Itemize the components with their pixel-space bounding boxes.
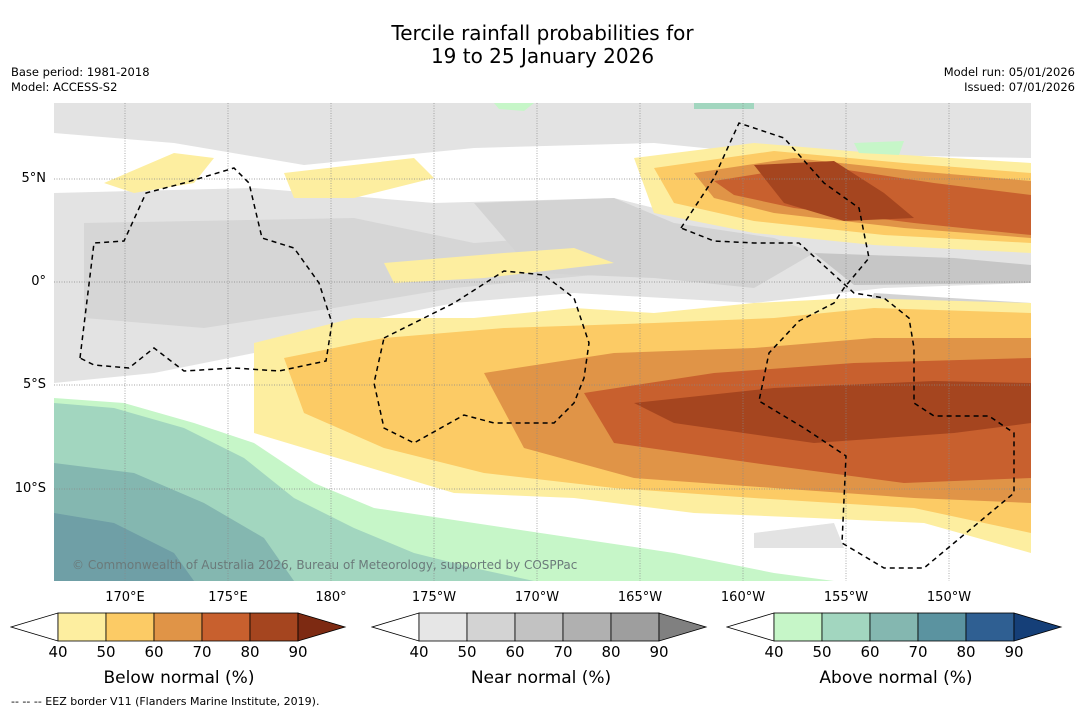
copyright-text: © Commonwealth of Australia 2026, Bureau… (72, 558, 577, 572)
colorbar-swatch (821, 612, 871, 642)
cbar1-tick: 90 (649, 643, 669, 661)
cbar1-tick: 40 (409, 643, 429, 661)
colorbar-swatch (869, 612, 919, 642)
cbar1-tick: 80 (601, 643, 621, 661)
cbar2-tick: 50 (812, 643, 832, 661)
colorbar-near-normal (371, 612, 708, 642)
lon-label-170w: 170°W (514, 590, 560, 605)
lon-label-170e: 170°E (105, 590, 145, 605)
rainfall-map: © Commonwealth of Australia 2026, Bureau… (54, 103, 1031, 581)
colorbar-swatch (917, 612, 967, 642)
colorbar-high-extend (297, 612, 347, 642)
cbar0-tick: 90 (288, 643, 308, 661)
colorbar-below-label: Below normal (%) (103, 668, 255, 688)
colorbar-low-extend (10, 612, 59, 642)
eez-border-tuvalu-nauru (79, 167, 333, 372)
cbar2-tick: 40 (764, 643, 784, 661)
title-line-2: 19 to 25 January 2026 (430, 44, 655, 68)
colorbar-above-label: Above normal (%) (819, 668, 973, 688)
colorbar-below-normal (10, 612, 347, 642)
cbar0-tick: 70 (192, 643, 212, 661)
chart-title: Tercile rainfall probabilities for 19 to… (0, 22, 1085, 68)
colorbar-swatch (418, 612, 468, 642)
cbar0-tick: 60 (144, 643, 164, 661)
lat-label-5n: 5°N (21, 171, 47, 186)
colorbar-swatch (562, 612, 612, 642)
lon-label-165w: 165°W (617, 590, 663, 605)
colorbar-swatch (201, 612, 251, 642)
colorbar-swatch (153, 612, 203, 642)
eez-border-tokelau (373, 270, 590, 444)
cbar2-tick: 70 (908, 643, 928, 661)
colorbar-swatch (965, 612, 1015, 642)
colorbar-swatch (57, 612, 107, 642)
title-line-1: Tercile rainfall probabilities for (391, 21, 694, 45)
above-normal-regions (54, 103, 904, 581)
cbar0-tick: 50 (96, 643, 116, 661)
cbar2-tick: 90 (1004, 643, 1024, 661)
cbar1-tick: 70 (553, 643, 573, 661)
lat-label-0: 0° (31, 274, 46, 289)
lon-label-150w: 150°W (926, 590, 972, 605)
meta-left: Base period: 1981-2018 Model: ACCESS-S2 (11, 65, 150, 95)
colorbar-swatch (610, 612, 660, 642)
colorbar-near-label: Near normal (%) (470, 668, 612, 688)
colorbar-swatch (514, 612, 564, 642)
lon-label-155w: 155°W (823, 590, 869, 605)
cbar1-tick: 50 (457, 643, 477, 661)
colorbar-above-normal (726, 612, 1063, 642)
eez-border-kiribati-line (679, 122, 1015, 569)
eez-borders (79, 122, 1015, 569)
eez-footnote: -- -- -- EEZ border V11 (Flanders Marine… (11, 695, 320, 708)
colorbar-high-extend (658, 612, 708, 642)
colorbar-swatch (249, 612, 299, 642)
base-period: Base period: 1981-2018 (11, 65, 150, 79)
lon-label-180: 180° (315, 590, 347, 605)
lon-label-160w: 160°W (720, 590, 766, 605)
cbar2-tick: 60 (860, 643, 880, 661)
colorbar-low-extend (726, 612, 775, 642)
lat-label-5s: 5°S (22, 377, 46, 392)
cbar2-tick: 80 (956, 643, 976, 661)
map-gridlines (54, 103, 1031, 581)
cbar0-tick: 40 (48, 643, 68, 661)
colorbar-high-extend (1013, 612, 1063, 642)
lon-label-175w: 175°W (411, 590, 457, 605)
model-run: Model run: 05/01/2026 (943, 65, 1075, 79)
lat-label-10s: 10°S (14, 481, 46, 496)
issued-date: Issued: 07/01/2026 (964, 80, 1075, 94)
colorbar-swatch (466, 612, 516, 642)
cbar1-tick: 60 (505, 643, 525, 661)
colorbar-swatch (105, 612, 155, 642)
cbar0-tick: 80 (240, 643, 260, 661)
colorbar-swatch (773, 612, 823, 642)
colorbar-low-extend (371, 612, 420, 642)
lon-label-175e: 175°E (208, 590, 248, 605)
model-name: Model: ACCESS-S2 (11, 80, 118, 94)
meta-right: Model run: 05/01/2026 Issued: 07/01/2026 (944, 65, 1075, 95)
